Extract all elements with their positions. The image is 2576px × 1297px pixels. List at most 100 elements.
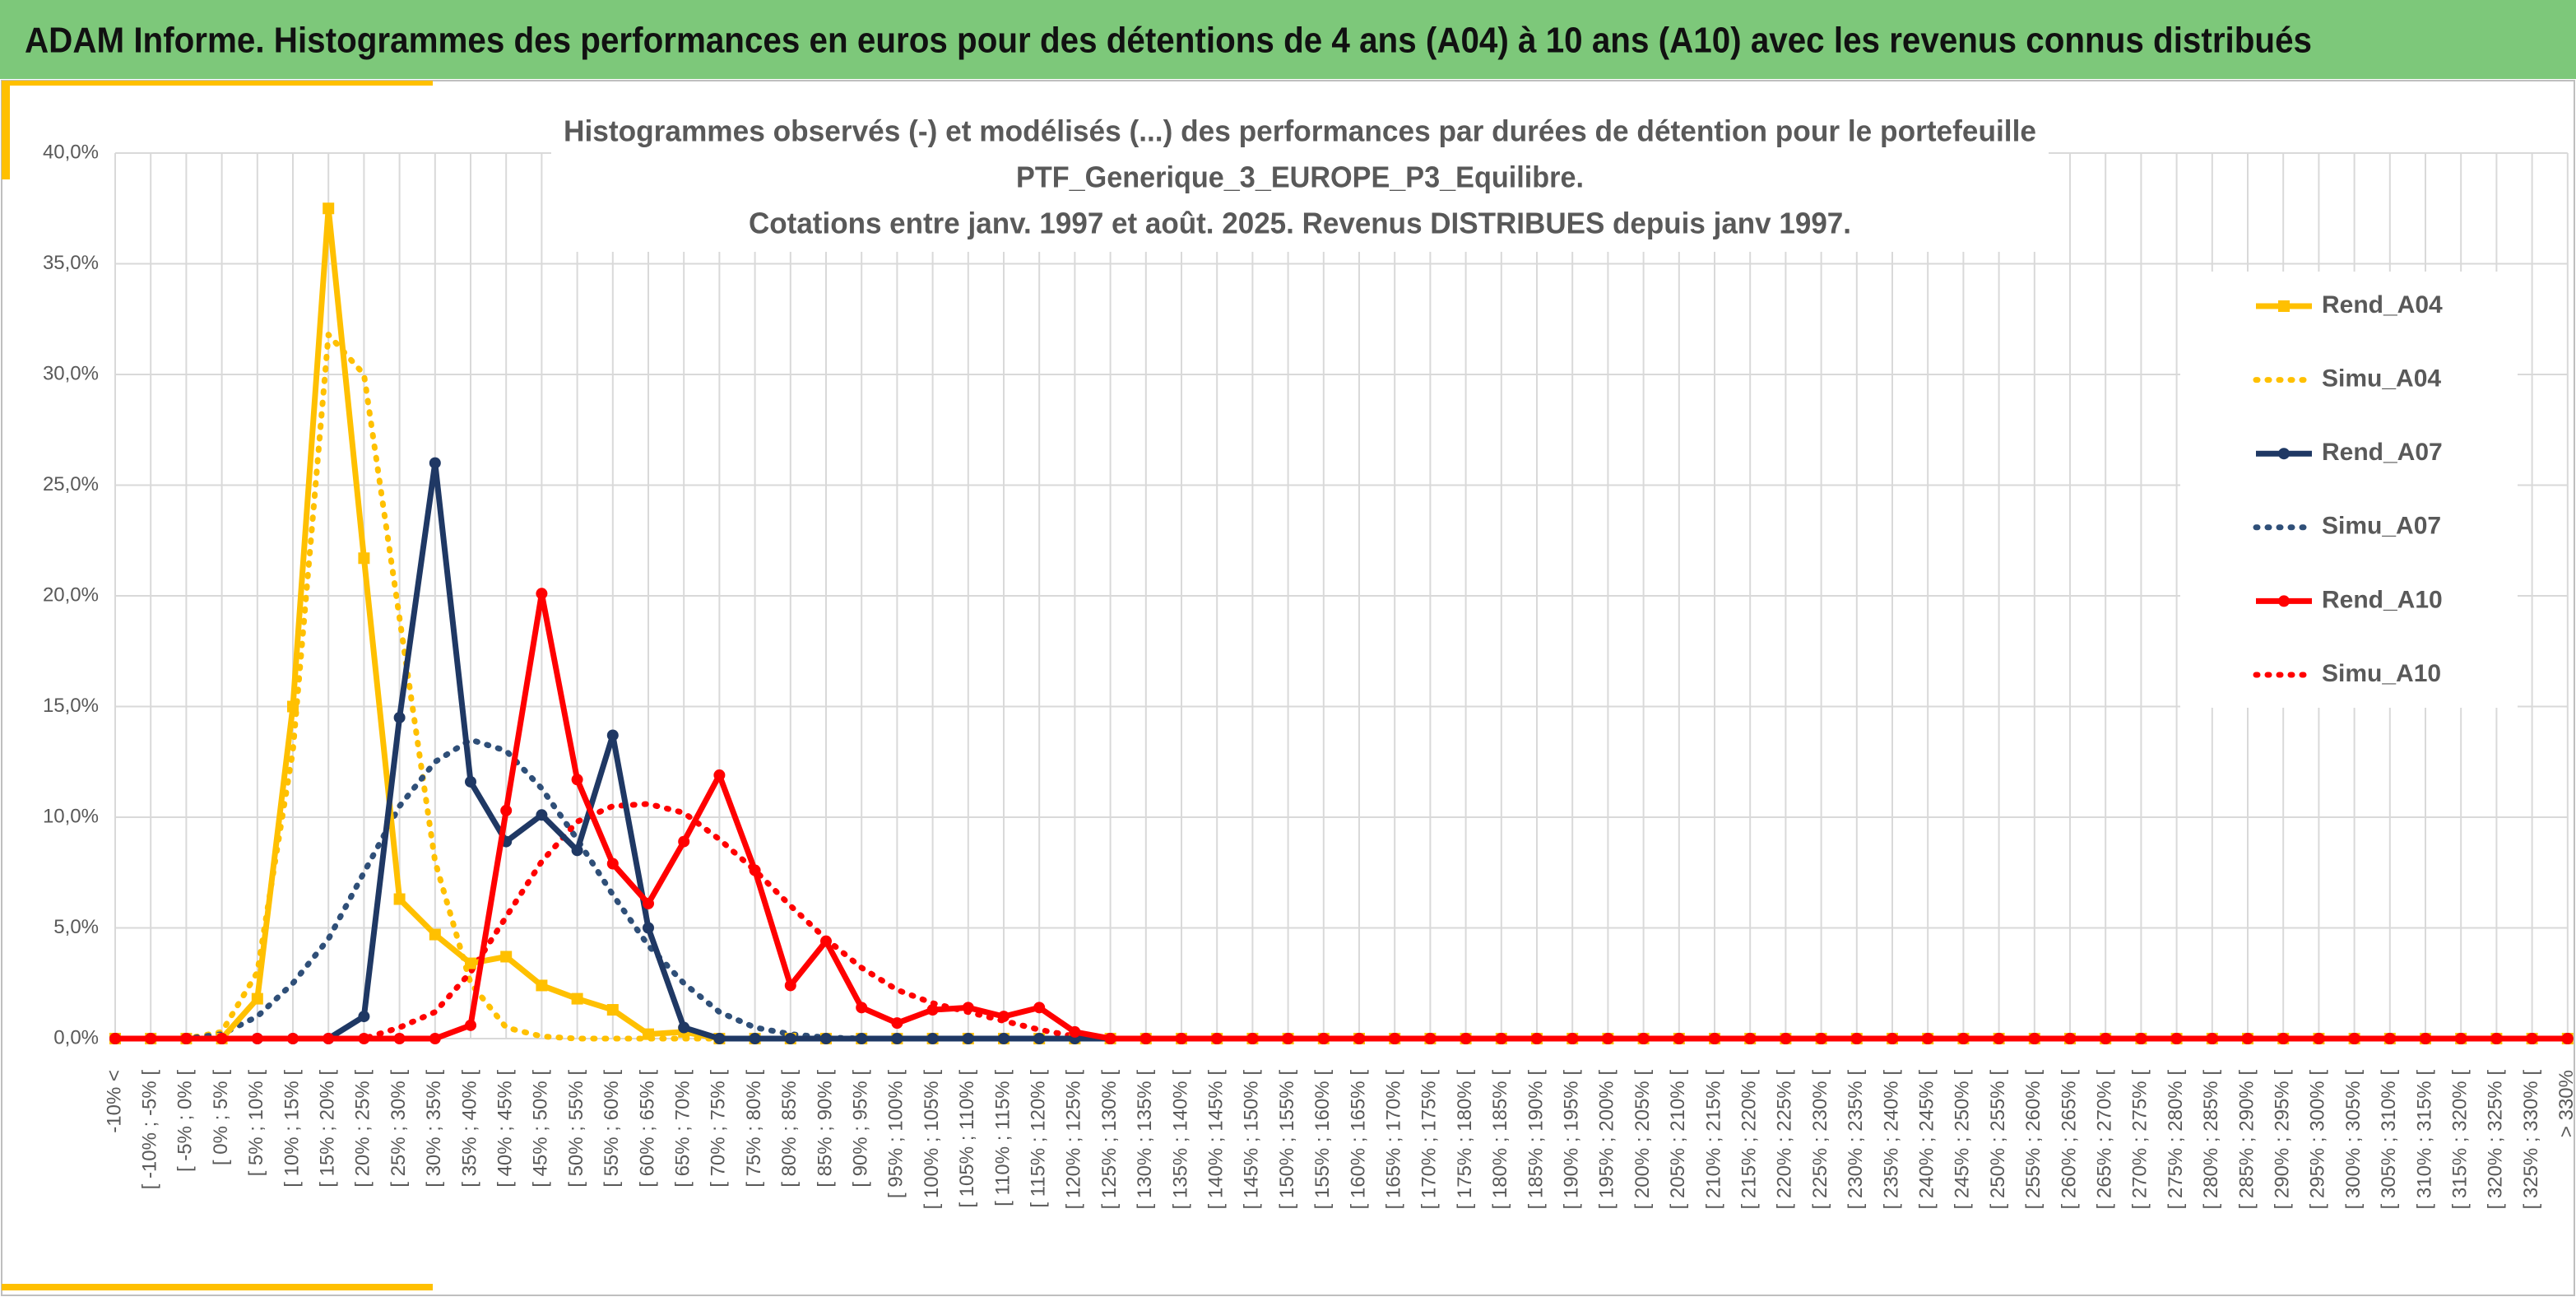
legend-label: Rend_A07: [2322, 439, 2443, 466]
x-tick-label: [ 235% ; 240% [: [1880, 1070, 1902, 1210]
marker: [606, 858, 619, 870]
x-tick-label: [ 310% ; 315% [: [2413, 1070, 2435, 1210]
x-tick-label: [ 305% ; 310% [: [2378, 1070, 2400, 1210]
series-line: [115, 590, 2568, 1042]
x-tick-label: [ 265% ; 270% [: [2094, 1070, 2116, 1210]
marker: [1033, 1002, 1046, 1014]
accent: [2, 81, 10, 179]
x-tick-label: [ 120% ; 125% [: [1063, 1070, 1085, 1210]
x-tick-label: [ 170% ; 175% [: [1418, 1070, 1441, 1210]
chart-title: PTF_Generique_3_EUROPE_P3_Equilibre.: [1016, 160, 1584, 194]
marker: [358, 1033, 370, 1044]
marker: [323, 202, 335, 215]
x-tick-label: [ 55% ; 60% [: [601, 1070, 623, 1188]
marker: [2561, 1033, 2574, 1044]
chart-title: Histogrammes observés (-) et modélisés (…: [564, 114, 2036, 148]
x-tick-label: [ 155% ; 160% [: [1311, 1070, 1334, 1210]
marker: [429, 1033, 441, 1044]
marker: [1317, 1033, 1330, 1044]
marker: [678, 1021, 690, 1034]
marker: [1033, 1033, 1046, 1044]
marker: [1815, 1033, 1827, 1044]
marker: [180, 1033, 193, 1044]
marker: [323, 1033, 335, 1044]
x-tick-label: [ -5% ; 0% [: [174, 1070, 197, 1172]
x-tick-label: [ 200% ; 205% [: [1631, 1070, 1654, 1210]
marker: [891, 1033, 903, 1044]
marker: [251, 993, 263, 1005]
marker: [1637, 1033, 1650, 1044]
x-tick-label: [ 245% ; 250% [: [1952, 1070, 1974, 1210]
legend-label: Rend_A10: [2322, 586, 2443, 613]
marker: [606, 1004, 619, 1016]
x-tick-label: [ 0% ; 5% [: [210, 1070, 232, 1165]
marker: [500, 951, 513, 963]
x-tick-label: [ 75% ; 80% [: [743, 1070, 765, 1188]
marker: [1246, 1033, 1259, 1044]
x-tick-label: [ 295% ; 300% [: [2307, 1070, 2329, 1210]
x-tick-label: [ 255% ; 260% [: [2022, 1070, 2045, 1210]
x-tick-label: [ 85% ; 90% [: [814, 1070, 836, 1188]
marker: [1069, 1025, 1081, 1038]
marker: [358, 552, 370, 565]
marker: [713, 1033, 726, 1044]
marker: [1389, 1033, 1401, 1044]
marker: [1282, 1033, 1294, 1044]
x-tick-label: [ 215% ; 220% [: [1738, 1070, 1761, 1210]
x-tick-label: [ 315% ; 320% [: [2449, 1070, 2472, 1210]
x-tick-label: [ 300% ; 305% [: [2342, 1070, 2365, 1210]
x-tick-label: [ 275% ; 280% [: [2165, 1070, 2187, 1210]
x-tick-label: [ 60% ; 65% [: [636, 1070, 658, 1188]
x-tick-label: [ 190% ; 195% [: [1561, 1070, 1583, 1210]
marker: [571, 774, 583, 786]
y-tick-label: 0,0%: [53, 1026, 99, 1048]
x-tick-label: [ 15% ; 20% [: [317, 1070, 339, 1188]
y-tick-label: 35,0%: [43, 252, 99, 274]
marker: [784, 979, 796, 992]
marker: [393, 1033, 406, 1044]
marker: [536, 588, 548, 600]
marker: [643, 897, 654, 909]
marker: [1566, 1033, 1579, 1044]
legend-marker: [2278, 448, 2290, 460]
marker: [109, 1033, 121, 1044]
accent: [2, 81, 433, 86]
accent: [2, 1284, 433, 1290]
marker: [1495, 1033, 1507, 1044]
x-tick-label: [ 50% ; 55% [: [565, 1070, 587, 1188]
x-tick-label: [ 175% ; 180% [: [1454, 1070, 1476, 1210]
marker: [1957, 1033, 1970, 1044]
marker: [571, 844, 583, 857]
legend-label: Simu_A10: [2322, 660, 2441, 687]
marker: [2313, 1033, 2325, 1044]
marker: [1424, 1033, 1437, 1044]
marker: [749, 864, 761, 876]
marker: [1460, 1033, 1472, 1044]
x-tick-label: [ 160% ; 165% [: [1347, 1070, 1369, 1210]
x-tick-label: [ 105% ; 110% [: [956, 1070, 978, 1208]
marker: [429, 457, 441, 469]
marker: [571, 993, 583, 1005]
series-line: [112, 737, 2571, 1042]
x-tick-label: [ 70% ; 75% [: [708, 1070, 730, 1188]
marker: [998, 1033, 1010, 1044]
marker: [962, 1002, 974, 1014]
marker: [287, 700, 299, 713]
marker: [1673, 1033, 1685, 1044]
marker: [1709, 1033, 1720, 1044]
legend-label: Simu_A07: [2322, 513, 2441, 540]
marker: [606, 729, 619, 741]
marker: [2242, 1033, 2253, 1044]
marker: [749, 1033, 761, 1044]
marker: [536, 809, 548, 821]
marker: [358, 1011, 370, 1023]
marker: [891, 1017, 903, 1030]
marker: [500, 804, 513, 816]
header-title: ADAM Informe. Histogrammes des performan…: [25, 21, 2312, 61]
marker: [2206, 1033, 2218, 1044]
marker: [2064, 1033, 2076, 1044]
x-tick-label: [ 185% ; 190% [: [1525, 1070, 1547, 1210]
marker: [2420, 1033, 2431, 1044]
y-tick-label: 25,0%: [43, 473, 99, 495]
